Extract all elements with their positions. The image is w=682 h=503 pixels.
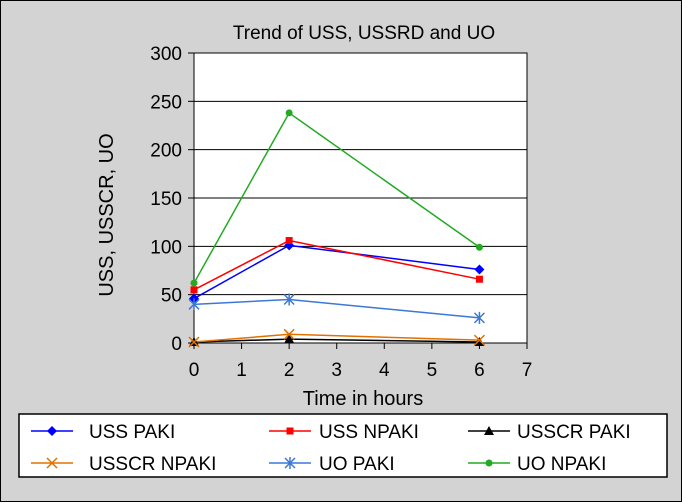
chart-title: Trend of USS, USSRD and UO	[233, 23, 495, 44]
x-tick-label: 7	[522, 360, 533, 381]
data-point	[474, 337, 485, 347]
legend-label: UO PAKI	[319, 454, 395, 475]
x-tick-label: 5	[427, 360, 438, 381]
y-tick-label: 200	[150, 141, 182, 162]
data-point	[285, 237, 293, 245]
legend-label: USSCR NPAKI	[89, 454, 216, 475]
x-tick-label: 2	[284, 360, 295, 381]
y-tick-label: 300	[150, 44, 182, 65]
x-tick-label: 1	[236, 360, 247, 381]
legend-box	[18, 413, 668, 478]
data-point	[473, 311, 485, 324]
data-point	[473, 334, 485, 346]
series-markers	[188, 109, 485, 348]
legend-label: USS PAKI	[89, 422, 175, 443]
x-tick-label: 4	[379, 360, 390, 381]
y-tick-label: 0	[171, 334, 182, 355]
y-tick-label: 100	[150, 237, 182, 258]
y-axis-label: USS, USSCR, UO	[96, 133, 118, 296]
data-point	[283, 293, 295, 306]
x-tick-labels: 0 1 2 3 4 5 6 7	[189, 360, 533, 381]
data-point	[190, 286, 198, 294]
data-point	[188, 298, 200, 311]
data-point	[485, 459, 493, 467]
data-point	[284, 334, 295, 344]
legend-label: USSCR PAKI	[517, 422, 631, 443]
legend: USS PAKI USS NPAKI USSCR PAKI USSCR NPAKI UO…	[31, 422, 631, 475]
data-point	[46, 457, 58, 469]
data-point	[285, 109, 293, 117]
data-point	[286, 427, 294, 435]
legend-label: USS NPAKI	[319, 422, 419, 443]
legend-label: UO NPAKI	[517, 454, 606, 475]
data-point	[190, 279, 198, 287]
data-point	[283, 328, 295, 340]
data-point	[188, 336, 200, 348]
data-point	[474, 264, 485, 275]
data-point	[484, 426, 494, 435]
y-tick-labels: 0 50 100 150 200 250 300	[150, 44, 182, 355]
x-axis-label: Time in hours	[303, 388, 423, 410]
data-point	[47, 426, 57, 436]
x-tick-label: 3	[331, 360, 342, 381]
y-tick-label: 50	[161, 286, 182, 307]
y-tick-label: 250	[150, 92, 182, 113]
data-point	[475, 243, 483, 251]
x-tick-label: 0	[189, 360, 200, 381]
x-tick-label: 6	[474, 360, 485, 381]
y-tick-label: 150	[150, 189, 182, 210]
data-point	[284, 457, 296, 469]
data-point	[475, 275, 483, 283]
